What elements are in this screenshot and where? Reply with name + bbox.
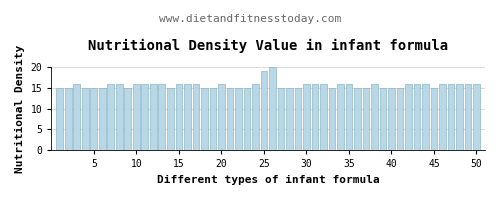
Bar bbox=[65, 88, 72, 150]
Bar bbox=[56, 88, 64, 150]
Bar bbox=[124, 88, 132, 150]
Bar bbox=[108, 84, 114, 150]
Title: Nutritional Density Value in infant formula: Nutritional Density Value in infant form… bbox=[88, 39, 448, 53]
Bar bbox=[371, 84, 378, 150]
Bar bbox=[430, 88, 438, 150]
Bar bbox=[278, 88, 284, 150]
Bar bbox=[396, 88, 404, 150]
Y-axis label: Nutritional Density: Nutritional Density bbox=[15, 44, 25, 173]
Bar bbox=[388, 88, 395, 150]
Bar bbox=[90, 88, 98, 150]
Bar bbox=[184, 84, 191, 150]
Bar bbox=[354, 88, 361, 150]
Bar bbox=[269, 67, 276, 150]
Bar bbox=[464, 84, 471, 150]
Bar bbox=[448, 84, 454, 150]
Bar bbox=[82, 88, 89, 150]
Bar bbox=[150, 84, 157, 150]
Bar bbox=[337, 84, 344, 150]
Bar bbox=[74, 84, 80, 150]
Bar bbox=[176, 84, 182, 150]
Bar bbox=[116, 84, 123, 150]
Bar bbox=[422, 84, 429, 150]
Bar bbox=[226, 88, 234, 150]
Bar bbox=[414, 84, 420, 150]
Bar bbox=[260, 71, 268, 150]
Bar bbox=[328, 88, 336, 150]
Bar bbox=[294, 88, 302, 150]
Bar bbox=[133, 84, 140, 150]
Bar bbox=[456, 84, 463, 150]
Bar bbox=[167, 88, 174, 150]
Bar bbox=[252, 84, 259, 150]
Bar bbox=[218, 84, 225, 150]
Bar bbox=[312, 84, 318, 150]
Bar bbox=[320, 84, 327, 150]
Bar bbox=[244, 88, 250, 150]
Bar bbox=[142, 84, 148, 150]
Bar bbox=[99, 88, 106, 150]
Bar bbox=[158, 84, 166, 150]
Bar bbox=[346, 84, 352, 150]
Bar bbox=[362, 88, 370, 150]
Bar bbox=[235, 88, 242, 150]
Bar bbox=[473, 84, 480, 150]
Bar bbox=[380, 88, 386, 150]
X-axis label: Different types of infant formula: Different types of infant formula bbox=[157, 175, 380, 185]
Text: www.dietandfitnesstoday.com: www.dietandfitnesstoday.com bbox=[159, 14, 341, 24]
Bar bbox=[210, 88, 216, 150]
Bar bbox=[405, 84, 412, 150]
Bar bbox=[286, 88, 293, 150]
Bar bbox=[303, 84, 310, 150]
Bar bbox=[192, 84, 200, 150]
Bar bbox=[201, 88, 208, 150]
Bar bbox=[439, 84, 446, 150]
